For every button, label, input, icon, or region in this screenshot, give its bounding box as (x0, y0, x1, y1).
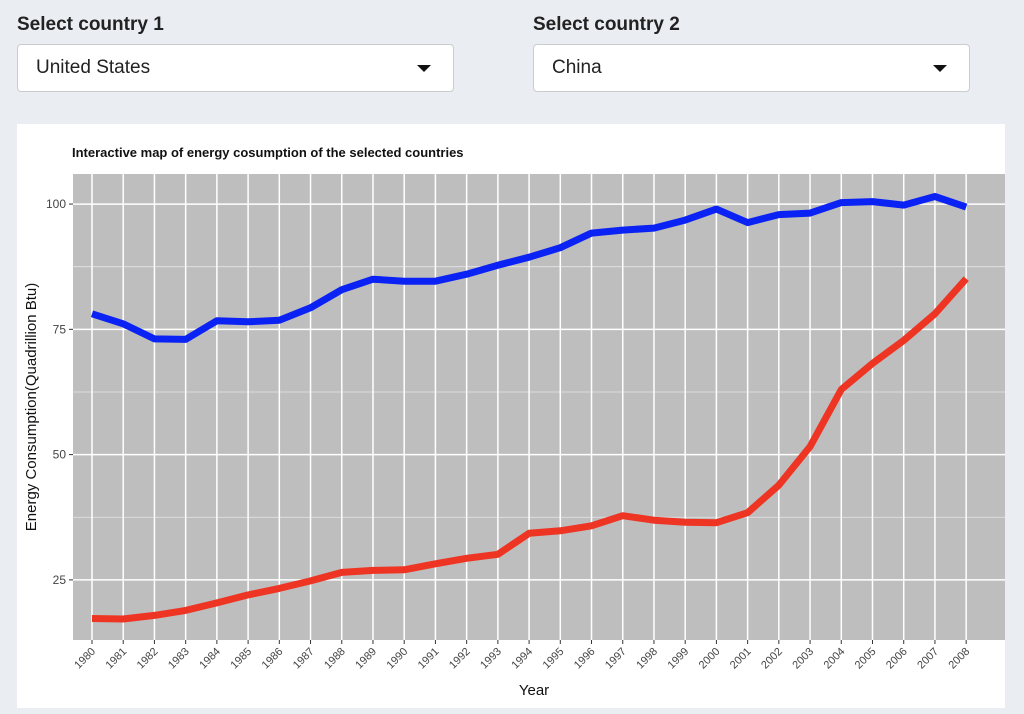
x-tick-label: 1989 (353, 646, 379, 672)
y-tick-label: 75 (53, 322, 67, 336)
chevron-down-icon (933, 65, 947, 72)
energy-line-chart: Interactive map of energy cosumption of … (23, 145, 1005, 699)
x-tick-label: 2002 (759, 646, 785, 672)
x-tick-label: 2003 (790, 646, 816, 672)
country1-label: Select country 1 (17, 14, 164, 35)
x-tick-label: 2005 (853, 646, 879, 672)
x-tick-label: 2007 (915, 646, 941, 672)
country2-dropdown[interactable]: China (533, 44, 970, 92)
x-tick-label: 1986 (260, 646, 286, 672)
country1-select-group: Select country 1 United States (17, 12, 454, 92)
x-tick-label: 2006 (884, 646, 910, 672)
country2-selected-value: China (552, 57, 602, 78)
x-tick-label: 2001 (728, 646, 754, 672)
x-tick-label: 1998 (634, 646, 660, 672)
country2-select-group: Select country 2 China (533, 12, 970, 92)
plot-background (73, 174, 1005, 640)
x-tick-label: 1992 (447, 646, 473, 672)
x-axis-ticks: 1980 1981 1982 1983 1984 1985 1986 1987 1988 1989… (72, 640, 972, 671)
chart-title: Interactive map of energy cosumption of … (72, 145, 464, 160)
chart-panel: Interactive map of energy cosumption of … (17, 124, 1005, 708)
x-tick-label: 2000 (697, 646, 723, 672)
x-tick-label: 1985 (228, 646, 254, 672)
chevron-down-icon (417, 65, 431, 72)
y-tick-label: 50 (53, 448, 67, 462)
x-tick-label: 1993 (478, 646, 504, 672)
series-lines (90, 193, 969, 623)
country1-selected-value: United States (36, 57, 151, 78)
x-tick-label: 1990 (385, 646, 411, 672)
x-axis-label: Year (519, 682, 549, 699)
x-tick-label: 1981 (104, 646, 130, 672)
country2-label: Select country 2 (533, 14, 680, 35)
grid-lines (73, 174, 1005, 640)
x-tick-label: 2008 (946, 646, 972, 672)
x-tick-label: 2004 (822, 646, 848, 672)
series-line-2 (91, 276, 969, 623)
x-tick-label: 1996 (572, 646, 598, 672)
x-tick-label: 1988 (322, 646, 348, 672)
series-line-1 (90, 193, 968, 343)
x-tick-label: 1984 (197, 646, 223, 672)
y-axis-ticks: 25 50 75 100 (46, 197, 73, 587)
x-tick-label: 1980 (72, 646, 98, 672)
y-axis-label: Energy Consumption(Quadrillion Btu) (23, 283, 40, 531)
x-tick-label: 1982 (135, 646, 161, 672)
x-tick-label: 1999 (666, 646, 692, 672)
country1-dropdown[interactable]: United States (17, 44, 454, 92)
x-tick-label: 1997 (603, 646, 629, 672)
y-tick-label: 100 (46, 197, 66, 211)
x-tick-label: 1983 (166, 646, 192, 672)
y-tick-label: 25 (53, 573, 67, 587)
x-tick-label: 1994 (509, 646, 535, 672)
x-tick-label: 1995 (541, 646, 567, 672)
x-tick-label: 1991 (416, 646, 442, 672)
x-tick-label: 1987 (291, 646, 317, 672)
